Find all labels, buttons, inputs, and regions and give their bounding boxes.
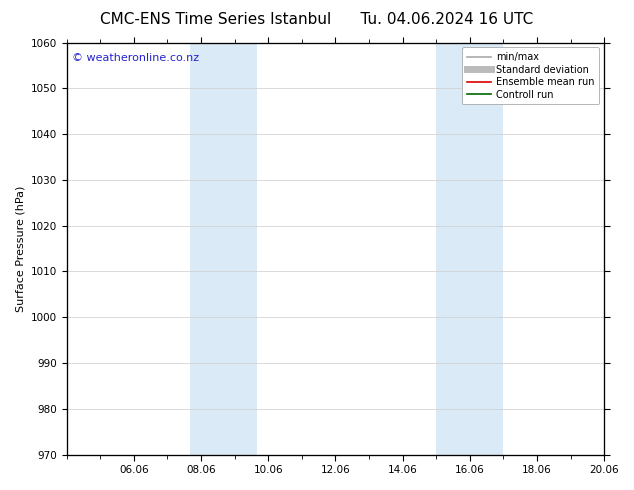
- Bar: [436, 43, 503, 455]
- Legend: min/max, Standard deviation, Ensemble mean run, Controll run: min/max, Standard deviation, Ensemble me…: [462, 48, 599, 104]
- Y-axis label: Surface Pressure (hPa): Surface Pressure (hPa): [15, 185, 25, 312]
- Text: © weatheronline.co.nz: © weatheronline.co.nz: [72, 53, 199, 63]
- Text: CMC-ENS Time Series Istanbul      Tu. 04.06.2024 16 UTC: CMC-ENS Time Series Istanbul Tu. 04.06.2…: [100, 12, 534, 27]
- Bar: [190, 43, 257, 455]
